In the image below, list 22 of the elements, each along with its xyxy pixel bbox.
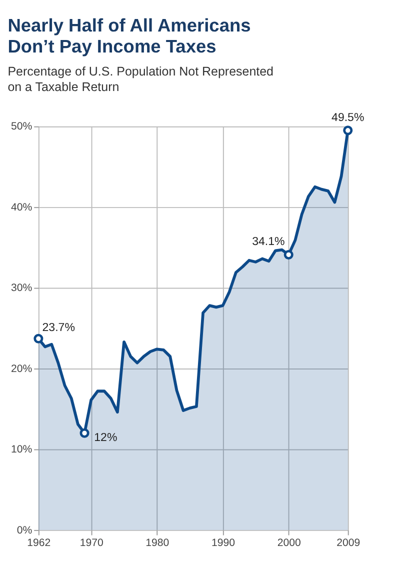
data-label: 34.1% <box>252 236 285 248</box>
point <box>343 126 353 136</box>
x-tick-label: 1980 <box>146 536 170 549</box>
x-tick-label: 1990 <box>212 536 236 549</box>
data-label: 12% <box>94 432 118 444</box>
y-tick-label: 40% <box>11 201 33 214</box>
point <box>34 334 44 344</box>
chart-title: Nearly Half of All Americans Don’t Pay Income Taxes <box>8 14 251 57</box>
y-tick-label: 0% <box>16 524 33 536</box>
y-tick-label: 30% <box>11 282 33 294</box>
chart-subtitle: Percentage of U.S. Population Not Represented on a Taxable Return <box>8 64 274 94</box>
x-tick-label: 2000 <box>277 536 301 549</box>
y-tick-label: 20% <box>11 362 33 375</box>
point <box>284 250 294 260</box>
data-label: 23.7% <box>42 322 75 334</box>
x-tick-label: 1970 <box>80 536 104 549</box>
y-tick-label: 10% <box>11 444 33 456</box>
y-tick-label: 50% <box>11 120 33 133</box>
point <box>80 428 90 438</box>
data-label: 49.5% <box>332 112 364 124</box>
x-tick-label: 2009 <box>336 536 360 549</box>
x-tick-label: 1962 <box>27 536 51 549</box>
